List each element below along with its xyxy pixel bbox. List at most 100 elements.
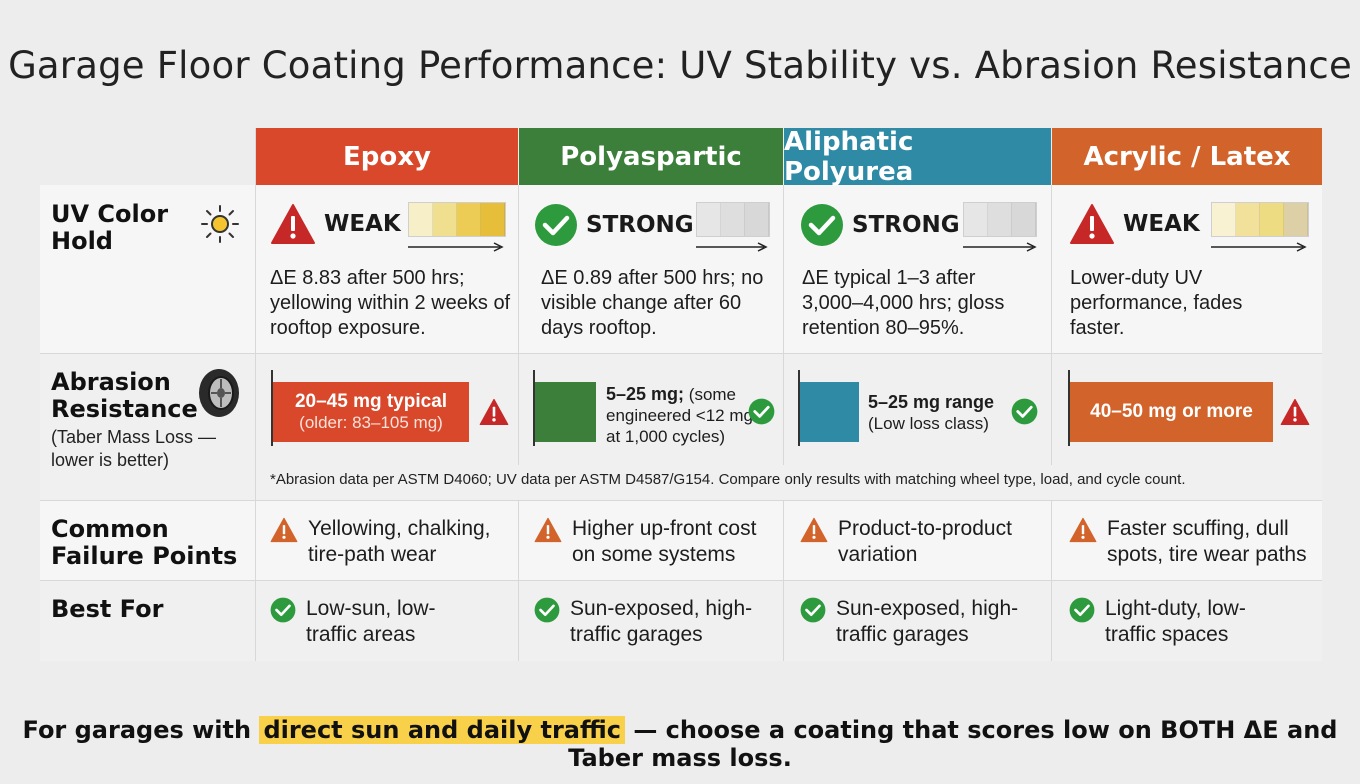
row-divider [40, 500, 1322, 501]
page-title: Garage Floor Coating Performance: UV Sta… [8, 44, 1352, 87]
row-label-best: Best For [51, 595, 164, 623]
color-swatches [1211, 202, 1309, 237]
col-divider [518, 185, 519, 465]
check-circle-icon [801, 204, 843, 246]
warning-triangle-icon [270, 517, 298, 543]
bar-baseline [271, 370, 273, 446]
swatch [697, 203, 721, 236]
abrasion-detail-polyurea: 5–25 mg range (Low loss class) [868, 392, 1013, 434]
callout-highlight: direct sun and daily traffic [259, 716, 625, 744]
swatch [988, 203, 1012, 236]
color-swatches [408, 202, 506, 237]
color-swatches [696, 202, 770, 237]
tire-icon [199, 369, 239, 417]
abrasion-detail-main: 5–25 mg range [868, 392, 995, 412]
footnote: *Abrasion data per ASTM D4060; UV data p… [270, 471, 1186, 488]
abrasion-bar-acrylic: 40–50 mg or more [1070, 382, 1273, 442]
check-circle-icon [535, 204, 577, 246]
best-polyaspartic: Sun-exposed, high-traffic garages [534, 596, 769, 648]
uv-detail-polyurea: ΔE typical 1–3 after 3,000–4,000 hrs; gl… [802, 267, 1005, 339]
callout-before: For garages with [22, 716, 260, 744]
best-epoxy: Low-sun, low-traffic areas [270, 596, 470, 648]
column-header-aliphatic-polyurea: Aliphatic Polyurea [784, 127, 1051, 187]
check-circle-icon [748, 398, 775, 425]
uv-status-label: STRONG [852, 212, 960, 238]
swatch [1212, 203, 1236, 236]
column-header-epoxy: Epoxy [256, 128, 518, 185]
check-circle-icon [800, 597, 826, 623]
abrasion-bar-polyaspartic [535, 382, 596, 442]
uv-status-label: STRONG [586, 212, 694, 238]
arrow-icon [696, 242, 768, 252]
failure-epoxy: Yellowing, chalking, tire-path wear [270, 516, 514, 568]
col-divider [783, 185, 784, 465]
failure-text: Product-to-product variation [838, 517, 1012, 566]
callout-after: — choose a coating that scores low on BO… [568, 716, 1338, 772]
bar-baseline [798, 370, 800, 446]
best-text: Sun-exposed, high-traffic garages [836, 597, 1019, 646]
check-circle-icon [270, 597, 296, 623]
swatch [457, 203, 481, 236]
swatch [1260, 203, 1284, 236]
check-circle-icon [1069, 597, 1095, 623]
uv-status-polyaspartic: STRONG [534, 203, 694, 247]
best-text: Sun-exposed, high-traffic garages [570, 597, 753, 646]
failure-polyaspartic: Higher up-front cost on some systems [534, 516, 774, 568]
uv-status-epoxy: WEAK [270, 203, 401, 245]
abrasion-detail-sub: (Low loss class) [868, 414, 989, 433]
uv-status-label: WEAK [1123, 211, 1200, 237]
abrasion-bar-polyurea [800, 382, 859, 442]
warning-triangle-icon [1280, 398, 1310, 426]
swatch [1012, 203, 1036, 236]
abrasion-detail-polyaspartic: 5–25 mg; (some engineered <12 mg at 1,00… [606, 384, 756, 447]
failure-text: Faster scuffing, dull spots, tire wear p… [1107, 517, 1307, 566]
uv-status-acrylic: WEAK [1069, 203, 1200, 245]
uv-detail-acrylic: Lower-duty UV performance, fades faster. [1070, 267, 1243, 339]
column-header-acrylic-latex: Acrylic / Latex [1052, 128, 1322, 185]
abrasion-detail-main: 5–25 mg; [606, 384, 685, 404]
row-label-uv: UV Color Hold [51, 200, 169, 255]
arrow-icon [963, 242, 1037, 252]
uv-detail-epoxy: ΔE 8.83 after 500 hrs; yellowing within … [270, 267, 511, 339]
row-divider [40, 353, 1322, 354]
warning-triangle-icon [800, 517, 828, 543]
row-divider [40, 580, 1322, 581]
best-text: Light-duty, low-traffic spaces [1105, 597, 1246, 646]
col-divider [1051, 185, 1052, 465]
swatch [481, 203, 505, 236]
abrasion-detail-sub: (some engineered <12 mg at 1,000 cycles) [606, 385, 753, 446]
best-text: Low-sun, low-traffic areas [306, 597, 436, 646]
uv-detail-polyaspartic: ΔE 0.89 after 500 hrs; no visible change… [541, 267, 764, 339]
swatch [964, 203, 988, 236]
column-header-polyaspartic: Polyaspartic [519, 128, 783, 185]
abrasion-bar-epoxy: 20–45 mg typical (older: 83–105 mg) [273, 382, 469, 442]
abrasion-bar-sub: (older: 83–105 mg) [299, 413, 443, 432]
check-circle-icon [534, 597, 560, 623]
color-swatches [963, 202, 1037, 237]
warning-triangle-icon [271, 204, 315, 244]
failure-polyurea: Product-to-product variation [800, 516, 1040, 568]
check-circle-icon [1011, 398, 1038, 425]
best-acrylic: Light-duty, low-traffic spaces [1069, 596, 1289, 648]
col-divider [518, 500, 519, 661]
sun-icon [201, 205, 239, 243]
failure-text: Yellowing, chalking, tire-path wear [308, 517, 491, 566]
warning-triangle-icon [479, 398, 509, 426]
swatch [721, 203, 745, 236]
swatch [1284, 203, 1308, 236]
failure-acrylic: Faster scuffing, dull spots, tire wear p… [1069, 516, 1319, 568]
failure-text: Higher up-front cost on some systems [572, 517, 757, 566]
row-label-abrasion: Abrasion Resistance [51, 368, 198, 423]
swatch [409, 203, 433, 236]
abrasion-bar-main: 40–50 mg or more [1090, 401, 1253, 422]
arrow-icon [408, 242, 504, 252]
bottom-callout: For garages with direct sun and daily tr… [0, 716, 1360, 772]
col-divider [255, 128, 256, 661]
bar-baseline [533, 370, 535, 446]
swatch [1236, 203, 1260, 236]
uv-status-label: WEAK [324, 211, 401, 237]
swatch [433, 203, 457, 236]
uv-status-polyurea: STRONG [800, 203, 960, 247]
swatch [745, 203, 769, 236]
bar-baseline [1068, 370, 1070, 446]
